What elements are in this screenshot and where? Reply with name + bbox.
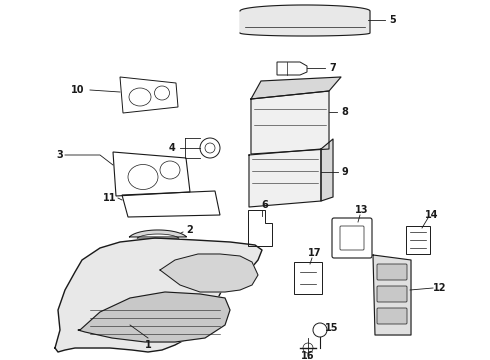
Text: 10: 10	[71, 85, 85, 95]
Text: 13: 13	[355, 205, 369, 215]
Text: 4: 4	[169, 143, 175, 153]
Text: 14: 14	[425, 210, 439, 220]
Polygon shape	[321, 139, 333, 201]
Text: 1: 1	[145, 340, 151, 350]
Polygon shape	[249, 149, 321, 207]
FancyBboxPatch shape	[377, 286, 407, 302]
Polygon shape	[55, 238, 262, 352]
FancyBboxPatch shape	[377, 264, 407, 280]
Text: 7: 7	[330, 63, 336, 73]
Polygon shape	[160, 254, 258, 292]
Text: 11: 11	[103, 193, 117, 203]
Text: 15: 15	[325, 323, 339, 333]
Text: 17: 17	[308, 248, 322, 258]
FancyBboxPatch shape	[377, 308, 407, 324]
Text: 16: 16	[301, 351, 315, 360]
Text: 12: 12	[433, 283, 447, 293]
Text: 5: 5	[390, 15, 396, 25]
Polygon shape	[240, 5, 370, 36]
Text: 9: 9	[342, 167, 348, 177]
Polygon shape	[129, 230, 187, 238]
Text: 6: 6	[262, 200, 269, 210]
Text: 3: 3	[57, 150, 63, 160]
Polygon shape	[251, 91, 329, 154]
Polygon shape	[373, 255, 411, 335]
Text: 8: 8	[342, 107, 348, 117]
Text: 2: 2	[187, 225, 194, 235]
Polygon shape	[251, 77, 341, 99]
Polygon shape	[78, 292, 230, 342]
